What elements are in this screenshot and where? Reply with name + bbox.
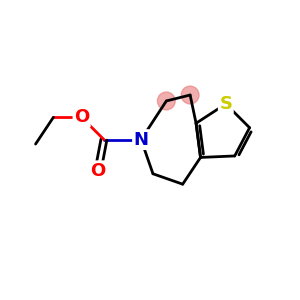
Text: O: O (74, 108, 89, 126)
Text: S: S (219, 95, 232, 113)
Circle shape (158, 92, 175, 110)
Text: N: N (134, 130, 148, 148)
Circle shape (181, 86, 199, 104)
Text: O: O (90, 162, 106, 180)
